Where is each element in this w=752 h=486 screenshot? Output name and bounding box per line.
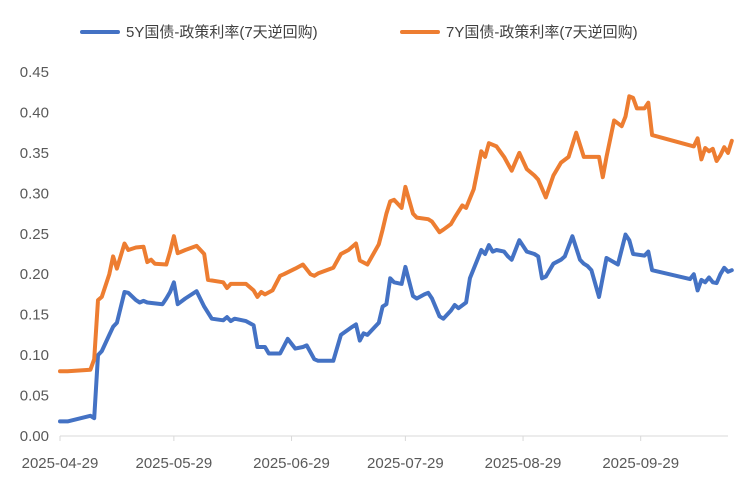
legend-label: 5Y国债-政策利率(7天逆回购): [126, 24, 318, 41]
series-line-5y: [58, 232, 734, 424]
y-tick-label: 0.45: [20, 64, 49, 81]
chart-legend: 5Y国债-政策利率(7天逆回购) 7Y国债-政策利率(7天逆回购): [80, 24, 638, 41]
x-tick-label: 2025-08-29: [485, 455, 562, 472]
y-tick-label: 0.25: [20, 226, 49, 243]
series-line-7y: [58, 94, 734, 374]
x-tick-label: 2025-06-29: [253, 455, 330, 472]
y-tick-label: 0.10: [20, 347, 49, 364]
x-tick-label: 2025-09-29: [602, 455, 679, 472]
y-axis: 0.00 0.05 0.10 0.15 0.20 0.25 0.30 0.35 0.40 0.45: [20, 64, 49, 445]
x-axis: 2025-04-29 2025-05-29 2025-06-29 2025-07-29…: [22, 435, 728, 472]
x-tick-label: 2025-07-29: [367, 455, 444, 472]
series-layer: [58, 94, 734, 424]
y-tick-label: 0.40: [20, 104, 49, 121]
y-tick-label: 0.30: [20, 185, 49, 202]
x-tick-label: 2025-04-29: [22, 455, 99, 472]
y-tick-label: 0.20: [20, 266, 49, 283]
legend-label: 7Y国债-政策利率(7天逆回购): [446, 24, 638, 41]
y-tick-label: 0.15: [20, 307, 49, 324]
y-tick-label: 0.05: [20, 388, 49, 405]
y-tick-label: 0.35: [20, 145, 49, 162]
y-tick-label: 0.00: [20, 428, 49, 445]
x-tick-label: 2025-05-29: [135, 455, 212, 472]
